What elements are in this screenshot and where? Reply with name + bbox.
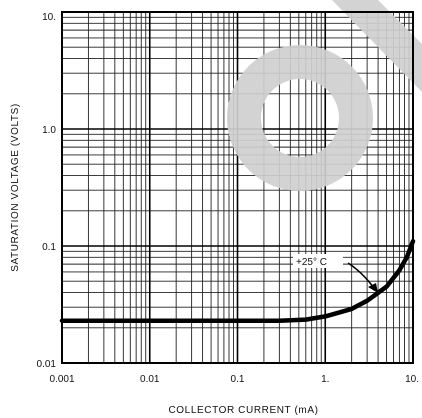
x-axis-label: COLLECTOR CURRENT (mA): [168, 405, 318, 416]
annotation-arrowhead: [368, 283, 378, 293]
y-tick-label: 0.01: [37, 359, 57, 370]
y-tick-label: 10.: [42, 12, 56, 23]
annotation-layer: +25° C: [293, 254, 378, 293]
y-tick-labels: 0.01 0.1 1.0 10.: [37, 12, 57, 370]
annotation-background: [293, 254, 343, 268]
watermark-logo: [227, 0, 422, 191]
temperature-annotation: +25° C: [296, 257, 327, 268]
watermark-ring: [227, 45, 373, 191]
y-tick-label: 0.1: [42, 242, 56, 253]
series-line: [59, 238, 416, 323]
plot-frame: [61, 11, 414, 364]
series-layer: [59, 238, 416, 323]
watermark-band: [332, 0, 422, 92]
y-tick-label: 1.0: [42, 125, 56, 136]
x-tick-label: 0.01: [140, 374, 160, 385]
x-tick-label: 0.1: [231, 374, 245, 385]
x-tick-label: 10.: [405, 374, 419, 385]
x-tick-label: 0.001: [49, 374, 74, 385]
y-axis-label: SATURATION VOLTAGE (VOLTS): [10, 103, 21, 272]
x-tick-labels: 0.001 0.01 0.1 1. 10.: [49, 374, 419, 385]
x-tick-label: 1.: [321, 374, 329, 385]
